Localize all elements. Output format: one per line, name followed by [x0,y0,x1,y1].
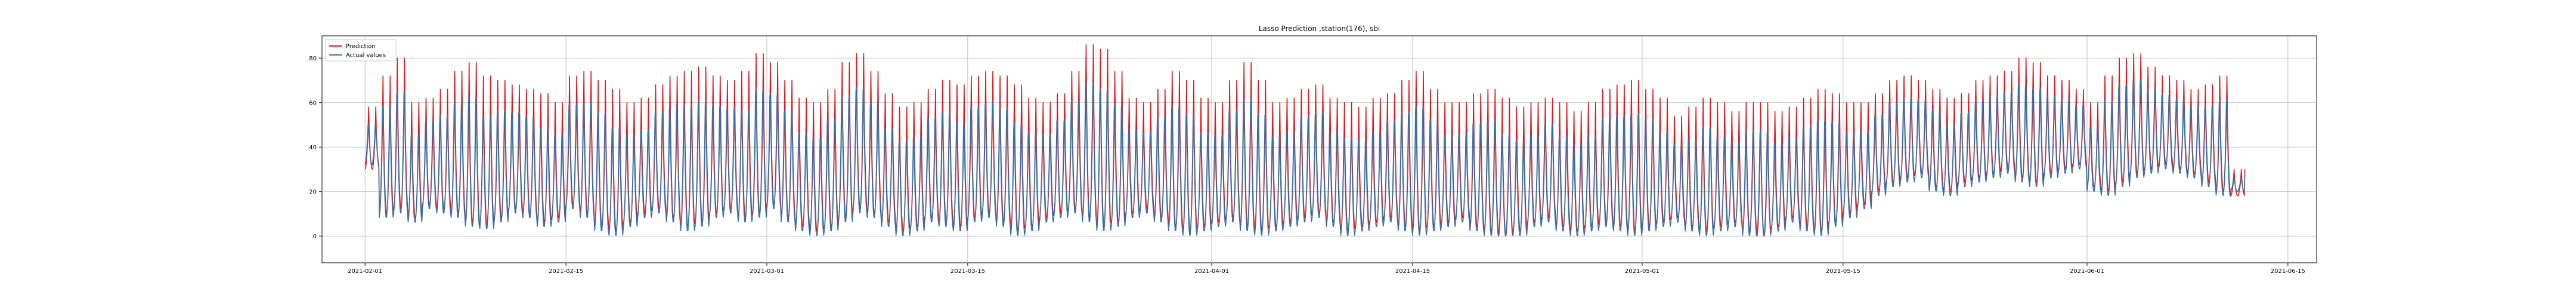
x-tick-label: 2021-04-01 [1194,268,1229,275]
axis-ticks: 2021-02-01 2021-02-15 2021-03-01 2021-03-15… [309,56,2305,275]
y-tick-label: 80 [309,56,317,62]
chart-title: Lasso Prediction ,station(176), sbi [1259,24,1380,33]
x-tick-label: 2021-06-01 [2070,268,2104,275]
legend-label-actual-values: Actual values [346,53,386,59]
x-tick-label: 2021-03-15 [950,268,985,275]
series-layer [364,44,2246,237]
x-tick-label: 2021-05-15 [1826,268,1860,275]
y-tick-label: 20 [309,189,317,195]
x-tick-label: 2021-02-01 [348,268,382,275]
x-tick-label: 2021-04-15 [1395,268,1430,275]
legend: Prediction Actual values [325,39,397,62]
y-tick-label: 0 [313,234,317,240]
x-tick-label: 2021-05-01 [1625,268,1659,275]
legend-box [325,39,397,62]
plot-area: 2021-02-01 2021-02-15 2021-03-01 2021-03-15… [309,35,2317,275]
y-tick-label: 40 [309,145,317,151]
series-line-actual-values [364,79,2246,236]
x-tick-label: 2021-06-15 [2271,268,2305,275]
x-tick-label: 2021-03-01 [750,268,784,275]
legend-label-prediction: Prediction [346,44,376,50]
x-tick-label: 2021-02-15 [549,268,583,275]
y-tick-label: 60 [309,100,317,106]
